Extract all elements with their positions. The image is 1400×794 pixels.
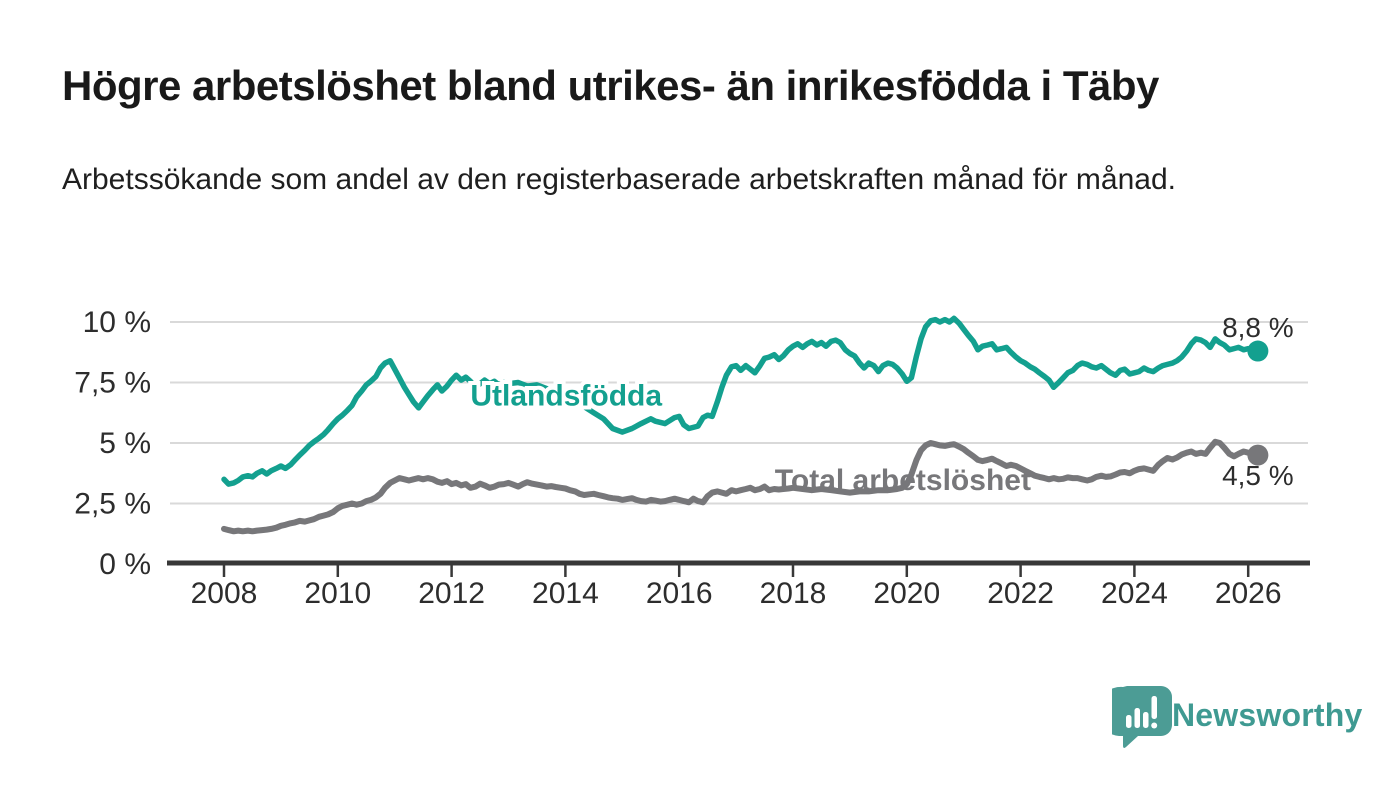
series-end-dot — [1247, 340, 1269, 362]
series-end-dot — [1247, 444, 1269, 466]
x-tick-label: 2018 — [760, 577, 827, 610]
y-tick-label: 7,5 % — [74, 367, 151, 400]
chart-subtitle: Arbetssökande som andel av den registerb… — [62, 163, 1176, 196]
series-end-value-label: 8,8 % — [1222, 312, 1294, 343]
x-tick-label: 2010 — [304, 577, 371, 610]
line-chart: Utlandsfödda Total arbetslöshet 2008 2010 20… — [74, 306, 1310, 610]
brand-footer — [1096, 684, 1362, 754]
x-tick-label: 2022 — [987, 577, 1054, 610]
x-tick-label: 2020 — [873, 577, 940, 610]
x-tick-label: 2026 — [1215, 577, 1282, 610]
y-tick-label: 0 % — [99, 548, 151, 581]
brand-name: Newsworthy — [1172, 697, 1363, 733]
series-line-Utlandsfödda — [221, 315, 1261, 487]
y-tick-label: 2,5 % — [74, 488, 151, 521]
x-tick-label: 2014 — [532, 577, 599, 610]
y-tick-label: 10 % — [83, 306, 151, 339]
speech-bubble-bar-chart-icon — [1096, 686, 1172, 748]
page-title: Högre arbetslöshet bland utrikes- än inr… — [62, 62, 1159, 109]
series-end-value-label: 4,5 % — [1222, 460, 1294, 491]
series-label: Utlandsfödda — [470, 379, 662, 412]
x-tick-label: 2012 — [418, 577, 485, 610]
series-label: Total arbetslöshet — [775, 464, 1031, 497]
y-tick-label: 5 % — [99, 427, 151, 460]
speech-bubble-shape — [1096, 686, 1172, 748]
x-tick-label: 2016 — [646, 577, 713, 610]
x-tick-label: 2024 — [1101, 577, 1168, 610]
series-line-Total arbetslöshet — [221, 438, 1261, 535]
x-tick-label: 2008 — [191, 577, 258, 610]
